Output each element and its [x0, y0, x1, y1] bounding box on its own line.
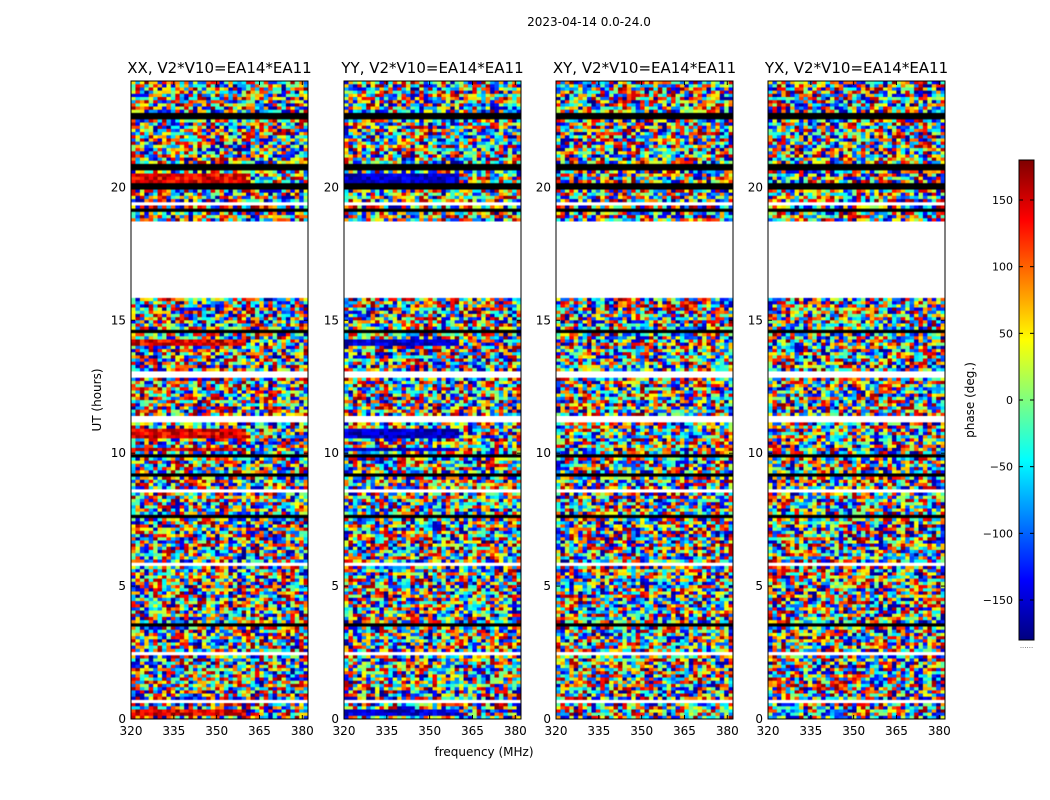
y-tick-label: 10 [748, 446, 763, 460]
phase-heatmap-yx [768, 81, 945, 719]
figure-suptitle: 2023-04-14 0.0-24.0 [527, 15, 651, 29]
y-tick-label: 20 [324, 180, 339, 194]
x-tick-label: 335 [799, 724, 822, 738]
panels: XX, V2*V10=EA14*EA11 320 335 350 365 380 0 5 10 1… [111, 59, 951, 738]
y-tick-label: 15 [111, 313, 126, 327]
phase-heatmap-yy [344, 81, 521, 719]
x-tick-label: 365 [248, 724, 271, 738]
x-tick-label: 380 [291, 724, 314, 738]
x-tick-label: 380 [504, 724, 527, 738]
y-tick-label: 15 [748, 313, 763, 327]
panel-yx: YX, V2*V10=EA14*EA11 320 335 350 365 380 0 5 10 1… [748, 59, 951, 738]
x-tick-label: 335 [162, 724, 185, 738]
panel-frame [555, 80, 734, 720]
x-tick-label: 335 [375, 724, 398, 738]
x-tick-label: 335 [587, 724, 610, 738]
x-tick-label: 320 [120, 724, 143, 738]
panel-title: YX, V2*V10=EA14*EA11 [764, 59, 948, 77]
y-tick-label: 0 [543, 712, 551, 726]
x-tick-label: 320 [757, 724, 780, 738]
x-tick-label: 365 [673, 724, 696, 738]
y-tick-label: 10 [111, 446, 126, 460]
x-tick-label: 365 [885, 724, 908, 738]
y-tick-label: 5 [543, 579, 551, 593]
y-tick-label: 5 [118, 579, 126, 593]
y-axis-label: UT (hours) [90, 368, 104, 431]
x-tick-label: 365 [461, 724, 484, 738]
panel-frame [130, 80, 309, 720]
panel-yy: YY, V2*V10=EA14*EA11 320 335 350 365 380 0 5 10 1… [324, 59, 527, 738]
colorbar: 150 100 50 0 −50 −100 −150...... [983, 159, 1035, 650]
y-tick-label: 20 [111, 180, 126, 194]
y-tick-label: 20 [536, 180, 551, 194]
y-tick-label: 15 [324, 313, 339, 327]
panel-xy: XY, V2*V10=EA14*EA11 320 335 350 365 380 0 5 10 1… [536, 59, 739, 738]
x-tick-label: 320 [545, 724, 568, 738]
colorbar-footer: ...... [1020, 642, 1033, 650]
x-tick-label: 350 [630, 724, 653, 738]
x-tick-label: 320 [333, 724, 356, 738]
panel-title: YY, V2*V10=EA14*EA11 [340, 59, 523, 77]
y-tick-label: 10 [324, 446, 339, 460]
x-tick-label: 350 [205, 724, 228, 738]
x-tick-label: 350 [842, 724, 865, 738]
colorbar-tick-label: −150 [983, 594, 1013, 607]
y-tick-label: 0 [118, 712, 126, 726]
panel-title: XX, V2*V10=EA14*EA11 [127, 59, 311, 77]
colorbar-tick-label: 150 [992, 194, 1013, 207]
colorbar-tick-label: −50 [990, 461, 1013, 474]
y-tick-label: 5 [331, 579, 339, 593]
panel-title: XY, V2*V10=EA14*EA11 [553, 59, 736, 77]
phase-heatmap-xx [131, 81, 308, 719]
x-tick-label: 380 [928, 724, 951, 738]
phase-heatmap-xy [556, 81, 733, 719]
panel-frame [343, 80, 522, 720]
x-axis-label: frequency (MHz) [434, 745, 533, 759]
y-tick-label: 0 [755, 712, 763, 726]
colorbar-label: phase (deg.) [963, 362, 977, 438]
colorbar-tick-label: 50 [999, 327, 1013, 340]
y-tick-label: 15 [536, 313, 551, 327]
y-tick-label: 0 [331, 712, 339, 726]
colorbar-tick-label: 100 [992, 261, 1013, 274]
y-tick-label: 20 [748, 180, 763, 194]
colorbar-tick-label: 0 [1006, 394, 1013, 407]
panel-xx: XX, V2*V10=EA14*EA11 320 335 350 365 380 0 5 10 1… [111, 59, 314, 738]
x-tick-label: 350 [418, 724, 441, 738]
panel-frame [767, 80, 946, 720]
colorbar-tick-label: −100 [983, 527, 1013, 540]
y-tick-label: 10 [536, 446, 551, 460]
x-tick-label: 380 [716, 724, 739, 738]
y-tick-label: 5 [755, 579, 763, 593]
